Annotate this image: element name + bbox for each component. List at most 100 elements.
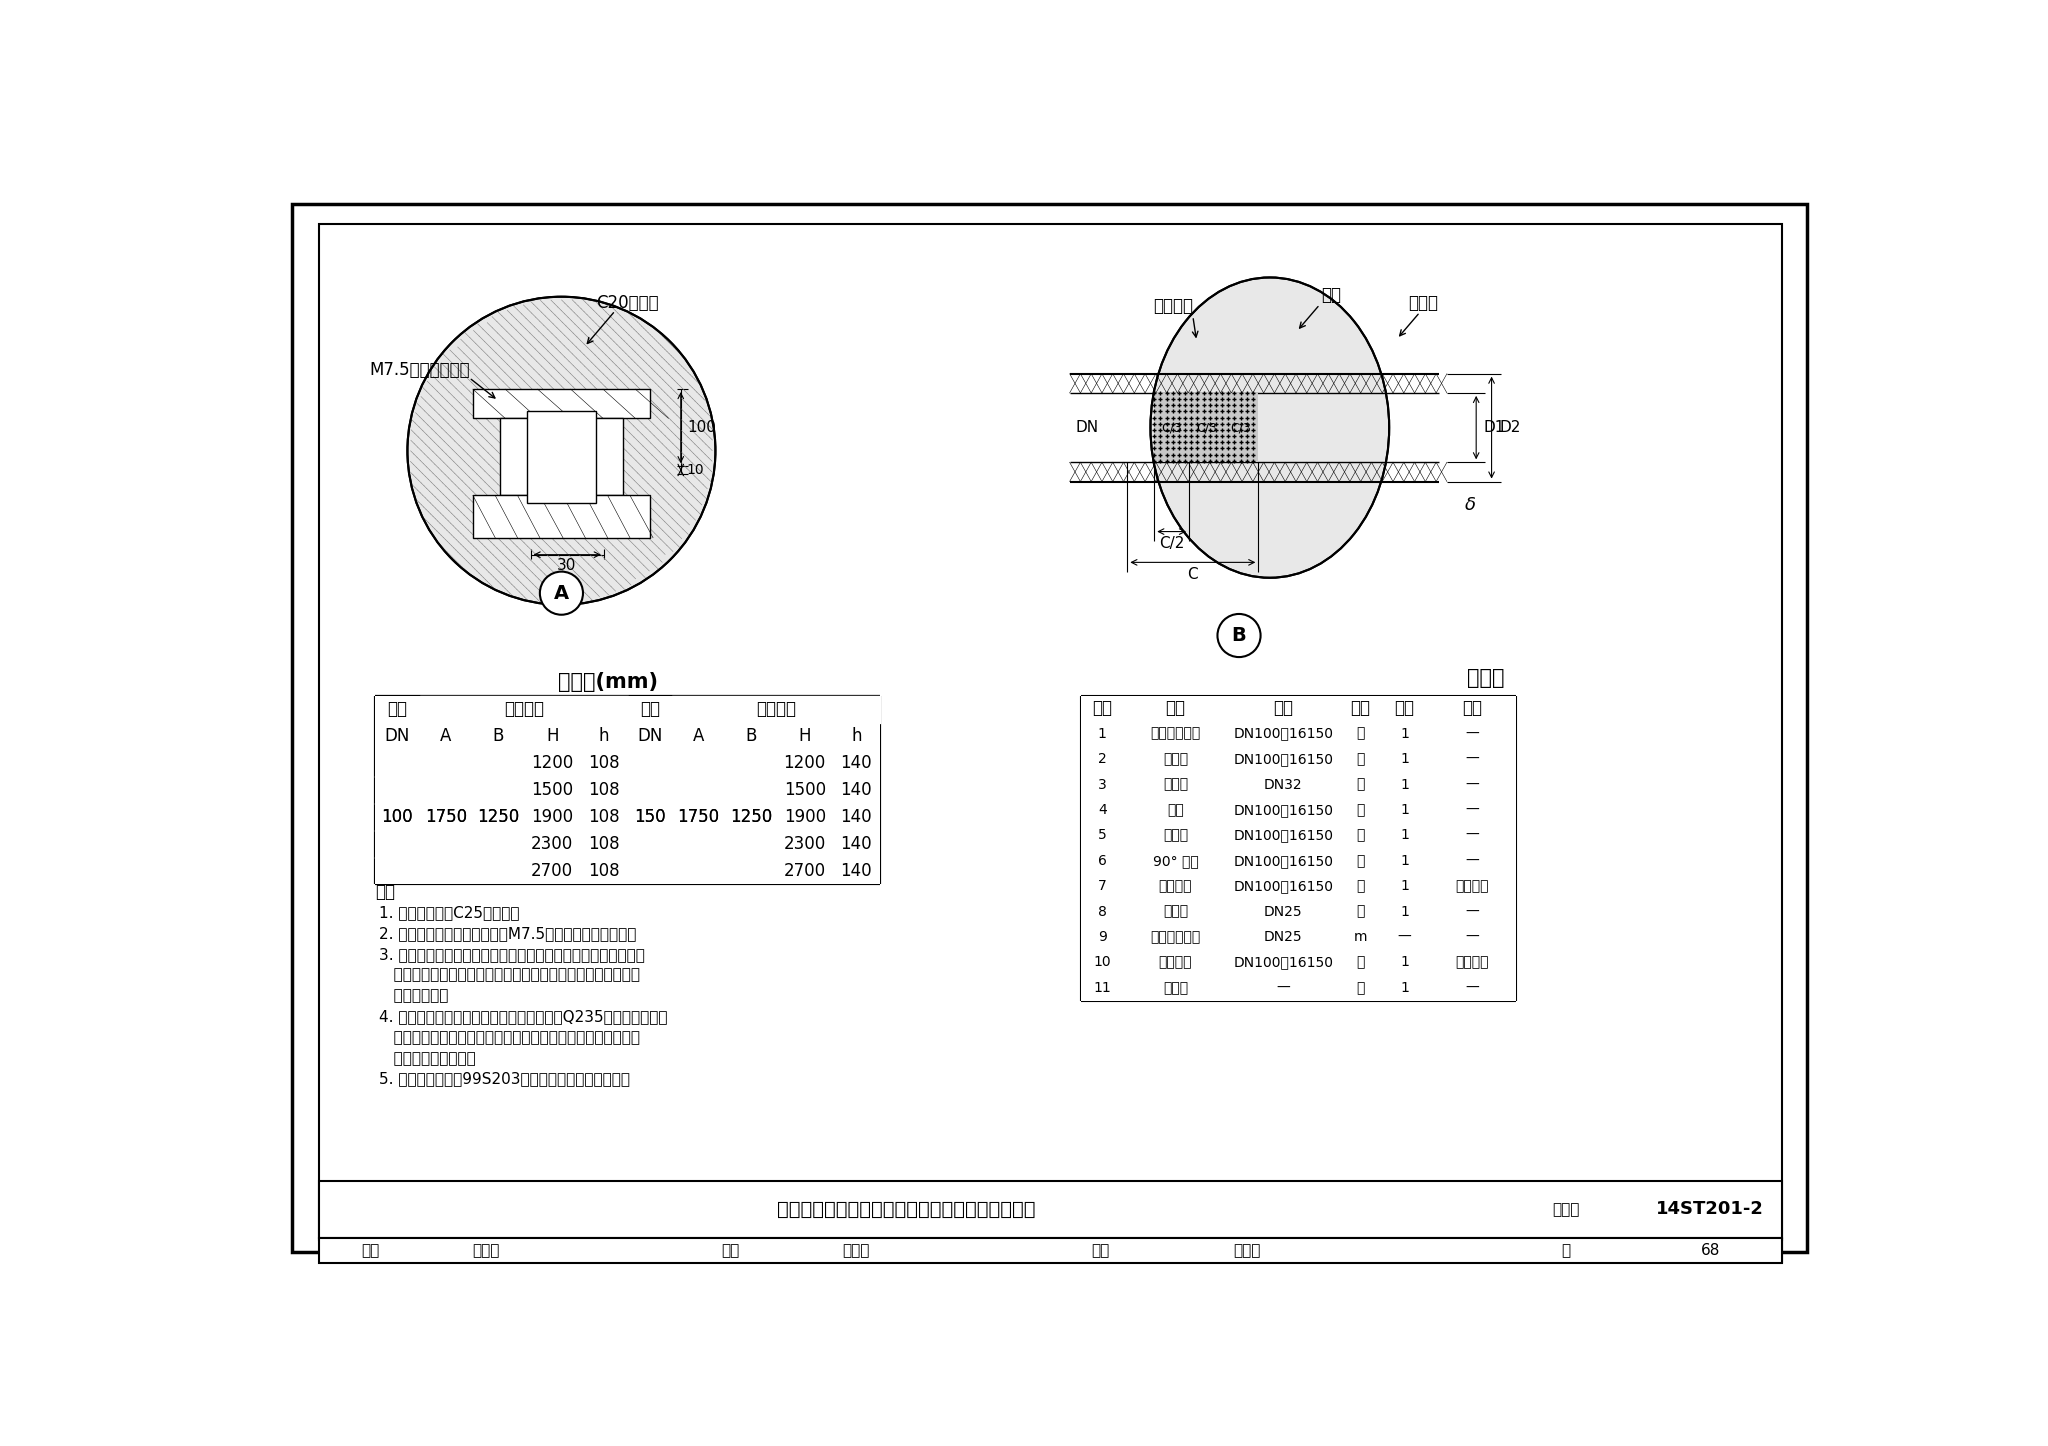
Text: DN: DN — [1075, 421, 1100, 435]
Text: 图集号: 图集号 — [1552, 1202, 1579, 1216]
Text: 11: 11 — [1094, 980, 1112, 995]
Text: —: — — [1464, 905, 1479, 918]
Text: 1500: 1500 — [784, 781, 825, 798]
Text: 140: 140 — [840, 753, 872, 772]
Text: 100: 100 — [686, 421, 717, 435]
Text: 内填料应紧密携实。: 内填料应紧密携实。 — [379, 1051, 475, 1066]
Text: 1250: 1250 — [729, 808, 772, 826]
Text: 根: 根 — [1356, 829, 1364, 843]
Text: 管长自定: 管长自定 — [1456, 956, 1489, 969]
Text: —: — — [1464, 727, 1479, 740]
Text: 1200: 1200 — [784, 753, 825, 772]
Text: 数量: 数量 — [1395, 700, 1415, 717]
Text: 14ST201-2: 14ST201-2 — [1657, 1200, 1763, 1218]
Text: 1750: 1750 — [424, 808, 467, 826]
Text: 主要尺寸: 主要尺寸 — [756, 700, 797, 719]
Text: 108: 108 — [588, 781, 621, 798]
Text: 设计: 设计 — [1092, 1244, 1110, 1258]
Text: B: B — [1231, 626, 1247, 645]
Circle shape — [541, 571, 584, 615]
Text: 1750: 1750 — [678, 808, 719, 826]
Text: DN100戓16150: DN100戓16150 — [1233, 727, 1333, 740]
Text: 1: 1 — [1401, 829, 1409, 843]
Text: —: — — [1464, 752, 1479, 766]
Text: h: h — [852, 727, 862, 745]
Text: 4: 4 — [1098, 803, 1106, 817]
Text: —: — — [1464, 930, 1479, 944]
Bar — [1081, 696, 1516, 1001]
Text: 审核: 审核 — [362, 1244, 381, 1258]
Bar — [473, 496, 649, 538]
Text: 钢套管: 钢套管 — [1409, 294, 1438, 312]
Text: 止回阀: 止回阀 — [1163, 752, 1188, 766]
Text: 1: 1 — [1401, 905, 1409, 918]
Text: 连接管: 连接管 — [1163, 829, 1188, 843]
Text: 热浸镀锌钙管: 热浸镀锌钙管 — [1151, 930, 1200, 944]
Text: 1750: 1750 — [678, 808, 719, 826]
Text: DN: DN — [385, 727, 410, 745]
Bar — [1155, 393, 1257, 463]
Text: H: H — [547, 727, 559, 745]
Text: 1: 1 — [1401, 980, 1409, 995]
Text: —: — — [1464, 778, 1479, 791]
Text: H: H — [799, 727, 811, 745]
Text: 2300: 2300 — [784, 834, 825, 853]
Text: 校对: 校对 — [721, 1244, 739, 1258]
Text: —: — — [1464, 980, 1479, 995]
Text: 150: 150 — [635, 808, 666, 826]
Text: 140: 140 — [840, 862, 872, 879]
Text: 管长自定: 管长自定 — [1456, 879, 1489, 894]
Text: A: A — [440, 727, 453, 745]
Text: 108: 108 — [588, 834, 621, 853]
Text: 1250: 1250 — [729, 808, 772, 826]
Text: 2300: 2300 — [530, 834, 573, 853]
Text: 140: 140 — [840, 834, 872, 853]
Bar — [473, 389, 649, 418]
Text: DN100戓16150: DN100戓16150 — [1233, 853, 1333, 868]
Text: 108: 108 — [588, 862, 621, 879]
Text: DN25: DN25 — [1264, 905, 1303, 918]
Text: 3: 3 — [1098, 778, 1106, 791]
Text: m: m — [1354, 930, 1368, 944]
Text: 主要尺寸: 主要尺寸 — [504, 700, 543, 719]
Text: 地下式消防水泵接合器安装详图（顶面可过汽车）: 地下式消防水泵接合器安装详图（顶面可过汽车） — [776, 1200, 1034, 1219]
Text: 140: 140 — [840, 781, 872, 798]
Text: 名称: 名称 — [1165, 700, 1186, 717]
Text: C/2: C/2 — [1159, 536, 1184, 551]
Text: 1900: 1900 — [784, 808, 825, 826]
Text: M7.5水泥砂浆座浆: M7.5水泥砂浆座浆 — [369, 362, 469, 379]
Text: DN100戓16150: DN100戓16150 — [1233, 803, 1333, 817]
Text: 7: 7 — [1098, 879, 1106, 894]
Text: 管径: 管径 — [639, 700, 659, 719]
Text: 备注: 备注 — [1462, 700, 1483, 717]
Text: 油麻: 油麻 — [1321, 286, 1341, 304]
Text: DN100戓16150: DN100戓16150 — [1233, 879, 1333, 894]
Text: 1200: 1200 — [530, 753, 573, 772]
Text: 安全阀: 安全阀 — [1163, 778, 1188, 791]
Text: A: A — [692, 727, 705, 745]
Text: C/3: C/3 — [1231, 421, 1251, 434]
Text: 2700: 2700 — [784, 862, 825, 879]
Text: 5: 5 — [1098, 829, 1106, 843]
Text: DN32: DN32 — [1264, 778, 1303, 791]
Text: C/3: C/3 — [1161, 421, 1182, 434]
Bar — [319, 1181, 1782, 1238]
Text: 5. 其安装方式参见99S203《消防水泵接合器安装》。: 5. 其安装方式参见99S203《消防水泵接合器安装》。 — [379, 1071, 631, 1086]
Text: 8: 8 — [1098, 905, 1106, 918]
Text: —: — — [1397, 930, 1411, 944]
Text: 100: 100 — [381, 808, 414, 826]
Text: 消防接口本体: 消防接口本体 — [1151, 727, 1200, 740]
Text: 150: 150 — [635, 808, 666, 826]
Text: 件号: 件号 — [1092, 700, 1112, 717]
Text: 个: 个 — [1356, 778, 1364, 791]
Text: h: h — [598, 727, 608, 745]
Text: 2700: 2700 — [530, 862, 573, 879]
Text: 页: 页 — [1563, 1244, 1571, 1258]
Text: 单位: 单位 — [1350, 700, 1370, 717]
Text: B: B — [494, 727, 504, 745]
Text: C20混凝土: C20混凝土 — [596, 294, 659, 312]
Text: 个: 个 — [1356, 727, 1364, 740]
Bar — [319, 1238, 1782, 1262]
Text: 1: 1 — [1401, 752, 1409, 766]
Text: 10: 10 — [1094, 956, 1112, 969]
